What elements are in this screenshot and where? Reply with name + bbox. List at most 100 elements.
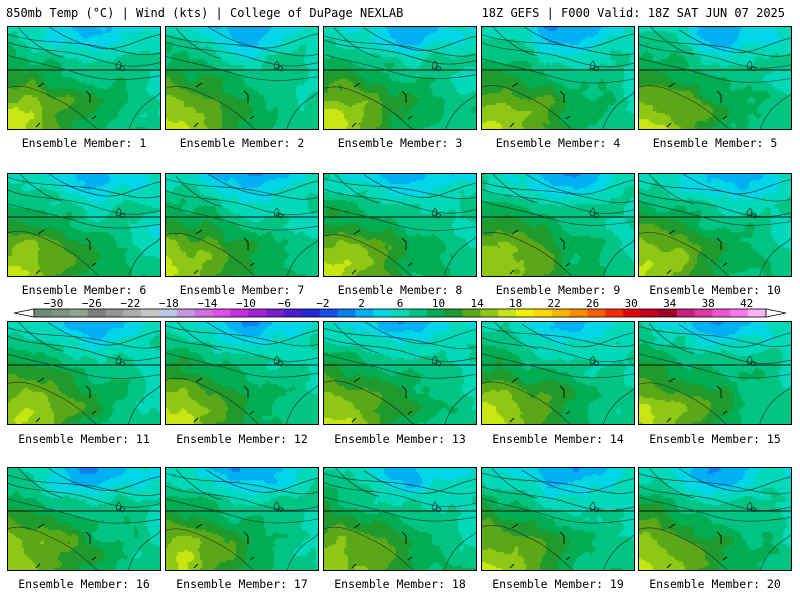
ensemble-panel bbox=[638, 26, 792, 130]
panel-caption: Ensemble Member: 16 bbox=[18, 577, 150, 591]
colorbar-swatch bbox=[301, 309, 320, 317]
colorbar-swatch bbox=[194, 309, 213, 317]
temperature-map bbox=[324, 468, 476, 570]
ensemble-panel bbox=[481, 467, 635, 571]
ensemble-panel bbox=[638, 467, 792, 571]
temperature-map bbox=[639, 322, 791, 424]
ensemble-panel bbox=[7, 26, 161, 130]
colorbar-tick-label: 2 bbox=[358, 297, 365, 310]
colorbar-tick-label: 26 bbox=[585, 297, 600, 310]
panel-caption: Ensemble Member: 4 bbox=[495, 136, 621, 150]
colorbar-swatch bbox=[391, 309, 410, 317]
colorbar-tick-label: 30 bbox=[624, 297, 638, 310]
colorbar-tick-label: 38 bbox=[701, 297, 715, 310]
ensemble-panel bbox=[323, 26, 477, 130]
colorbar-swatch bbox=[212, 309, 231, 317]
colorbar-swatch bbox=[712, 309, 731, 317]
colorbar-swatch bbox=[462, 309, 481, 317]
colorbar-swatch bbox=[373, 309, 392, 317]
colorbar-swatch bbox=[605, 309, 624, 317]
temperature-map bbox=[166, 27, 318, 129]
panel-caption: Ensemble Member: 6 bbox=[21, 283, 147, 297]
colorbar-swatch bbox=[569, 309, 588, 317]
colorbar-swatch bbox=[230, 309, 249, 317]
temperature-map bbox=[166, 468, 318, 570]
run-valid-time: 18Z GEFS | F000 Valid: 18Z SAT JUN 07 20… bbox=[481, 6, 785, 20]
panel-caption: Ensemble Member: 5 bbox=[652, 136, 778, 150]
colorbar-low-arrow bbox=[13, 308, 35, 318]
colorbar-swatch bbox=[319, 309, 338, 317]
colorbar-swatch bbox=[444, 309, 463, 317]
panel-caption: Ensemble Member: 12 bbox=[176, 432, 308, 446]
colorbar-tick-label: 34 bbox=[663, 297, 677, 310]
temperature-map bbox=[482, 27, 634, 129]
colorbar-swatch bbox=[623, 309, 642, 317]
ensemble-panel bbox=[323, 173, 477, 277]
colorbar-swatch bbox=[551, 309, 570, 317]
colorbar-swatch bbox=[426, 309, 445, 317]
colorbar-swatch bbox=[283, 309, 303, 317]
colorbar-tick-label: 14 bbox=[470, 297, 484, 310]
ensemble-panel bbox=[638, 173, 792, 277]
colorbar-swatch bbox=[694, 309, 713, 317]
temperature-map bbox=[8, 174, 160, 276]
panel-caption: Ensemble Member: 19 bbox=[492, 577, 624, 591]
panel-caption: Ensemble Member: 20 bbox=[649, 577, 781, 591]
colorbar-swatch bbox=[516, 309, 535, 317]
colorbar-swatch bbox=[248, 309, 267, 317]
colorbar-tick-label: 42 bbox=[740, 297, 754, 310]
temperature-map bbox=[482, 468, 634, 570]
colorbar-tick-label: 6 bbox=[396, 297, 404, 310]
panel-caption: Ensemble Member: 1 bbox=[21, 136, 147, 150]
colorbar-tick-label: −2 bbox=[316, 297, 330, 310]
panel-caption: Ensemble Member: 11 bbox=[18, 432, 150, 446]
colorbar-swatch bbox=[658, 309, 678, 317]
panel-caption: Ensemble Member: 13 bbox=[334, 432, 466, 446]
ensemble-panel bbox=[323, 467, 477, 571]
colorbar-tick-label: −6 bbox=[277, 297, 292, 310]
panel-caption: Ensemble Member: 10 bbox=[649, 283, 781, 297]
colorbar-swatch bbox=[408, 309, 428, 317]
colorbar-swatch bbox=[141, 309, 160, 317]
colorbar-tick-label: −30 bbox=[43, 297, 64, 310]
colorbar-swatch bbox=[266, 309, 285, 317]
colorbar-swatch bbox=[34, 309, 53, 317]
ensemble-panel bbox=[7, 467, 161, 571]
colorbar-tick-label: 22 bbox=[547, 297, 561, 310]
colorbar-tick-label: −10 bbox=[235, 297, 256, 310]
colorbar-swatch bbox=[355, 309, 374, 317]
colorbar-swatch bbox=[641, 309, 660, 317]
ensemble-panel bbox=[323, 321, 477, 425]
colorbar-tick-label: −26 bbox=[81, 297, 102, 310]
colorbar-tick-label: 10 bbox=[431, 297, 446, 310]
ensemble-panel bbox=[7, 173, 161, 277]
ensemble-panel bbox=[165, 321, 319, 425]
panel-caption: Ensemble Member: 3 bbox=[337, 136, 463, 150]
colorbar-swatch bbox=[51, 309, 70, 317]
ensemble-panel bbox=[481, 173, 635, 277]
colorbar-swatch bbox=[105, 309, 124, 317]
panel-caption: Ensemble Member: 2 bbox=[179, 136, 305, 150]
colorbar-swatch bbox=[337, 309, 356, 317]
ensemble-panel bbox=[638, 321, 792, 425]
colorbar-high-arrow bbox=[765, 308, 787, 318]
colorbar-swatch bbox=[69, 309, 88, 317]
panel-caption: Ensemble Member: 15 bbox=[649, 432, 781, 446]
ensemble-panel bbox=[481, 321, 635, 425]
colorbar-swatch bbox=[730, 309, 749, 317]
colorbar-swatch bbox=[480, 309, 499, 317]
panel-caption: Ensemble Member: 7 bbox=[179, 283, 305, 297]
ensemble-panel bbox=[165, 467, 319, 571]
colorbar-swatch bbox=[87, 309, 106, 317]
panel-caption: Ensemble Member: 18 bbox=[334, 577, 466, 591]
ensemble-panel bbox=[7, 321, 161, 425]
colorbar-swatch bbox=[123, 309, 142, 317]
panel-caption: Ensemble Member: 14 bbox=[492, 432, 624, 446]
colorbar-tick-label: 18 bbox=[508, 297, 523, 310]
colorbar-swatch bbox=[498, 309, 517, 317]
colorbar-tick-label: −14 bbox=[197, 297, 218, 310]
colorbar-swatch bbox=[676, 309, 695, 317]
colorbar bbox=[0, 296, 800, 320]
colorbar-tick-label: −18 bbox=[158, 297, 179, 310]
colorbar-swatch bbox=[587, 309, 606, 317]
